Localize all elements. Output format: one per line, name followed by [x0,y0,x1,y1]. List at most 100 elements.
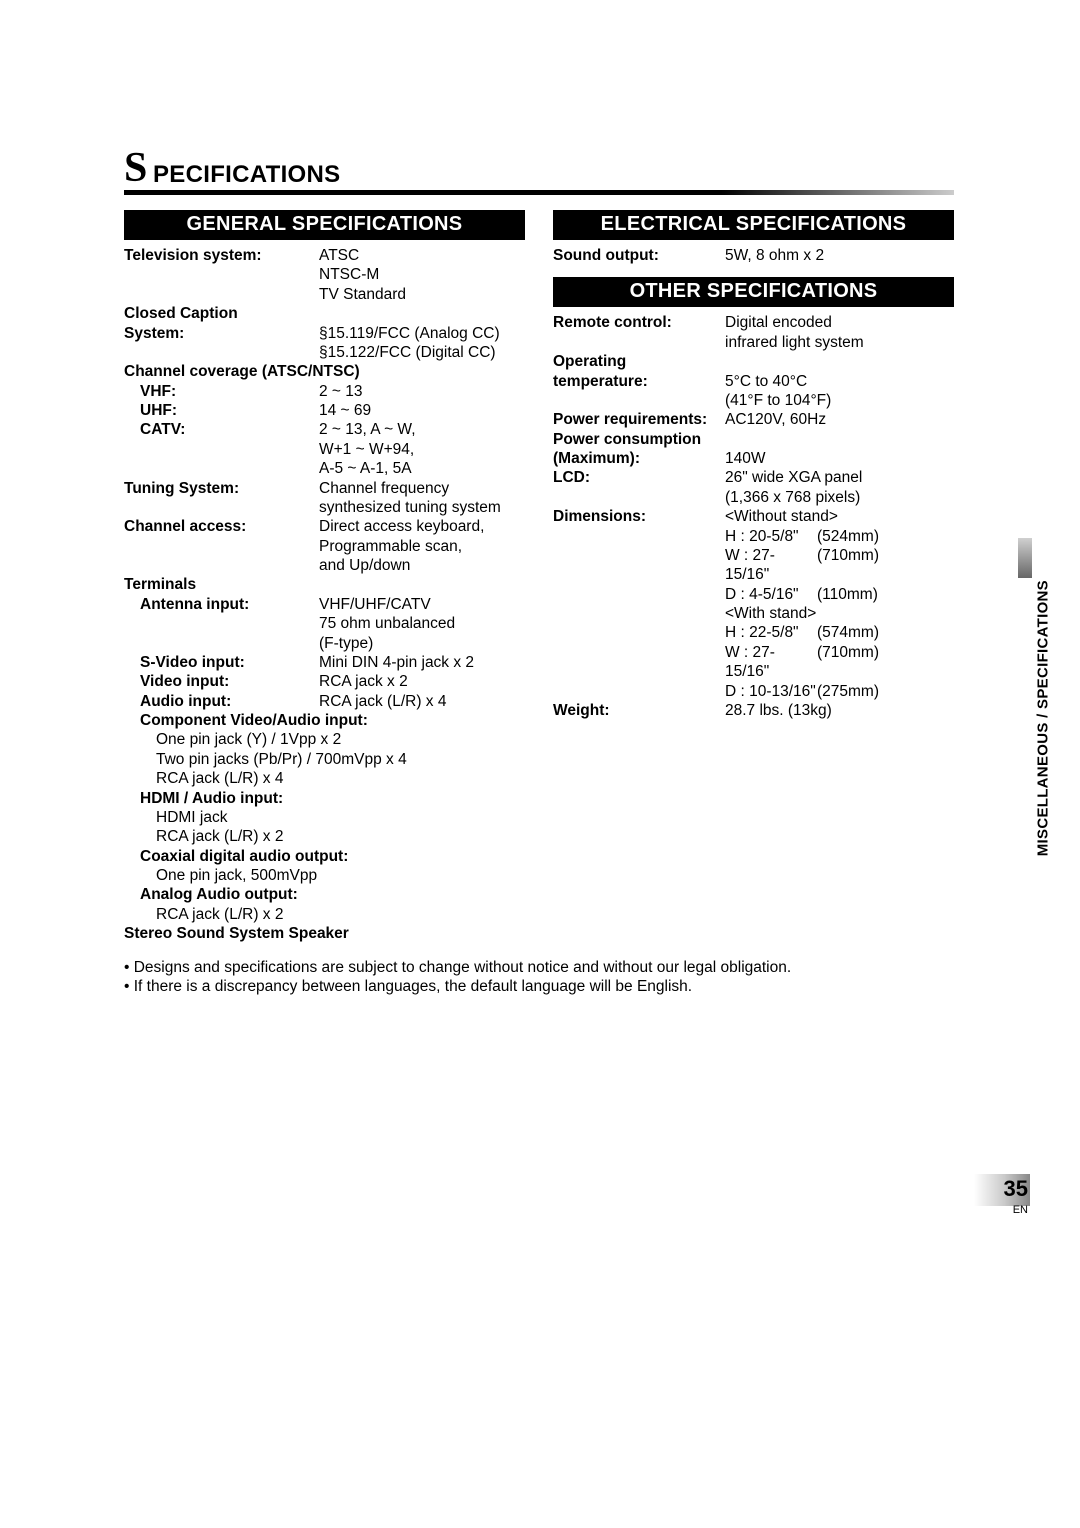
analog-label: Analog Audio output: [124,885,298,904]
dim-d1b: (110mm) [817,585,897,604]
dim-d1a: D : 4-5/16" [725,585,817,604]
catv-v2: W+1 ~ W+94, [319,440,525,459]
lcd-v1: 26" wide XGA panel [725,468,954,487]
tuning-v1: Channel frequency [319,479,525,498]
audio-label: Audio input: [124,692,319,711]
title-rest: PECIFICATIONS [153,161,340,189]
columns: GENERAL SPECIFICATIONS Television system… [124,210,954,944]
weight-label: Weight: [553,701,725,720]
dim-w2a: W : 27-15/16" [725,643,817,682]
tv-system-v3: TV Standard [319,285,525,304]
coax-label: Coaxial digital audio output: [124,847,348,866]
right-column: ELECTRICAL SPECIFICATIONS Sound output:5… [553,210,954,944]
tv-system-label: Television system: [124,246,319,265]
catv-v3: A-5 ~ A-1, 5A [319,459,525,478]
vhf-label: VHF: [124,382,319,401]
optemp-v1: 5°C to 40°C [725,372,954,391]
chcov-label: Channel coverage (ATSC/NTSC) [124,362,360,381]
optemp-v2: (41°F to 104°F) [725,391,954,410]
comp-label: Component Video/Audio input: [124,711,368,730]
section-electrical: ELECTRICAL SPECIFICATIONS [553,210,954,240]
tuning-label: Tuning System: [124,479,319,498]
section-other: OTHER SPECIFICATIONS [553,277,954,307]
sound-label: Sound output: [553,246,725,265]
power-req-v: AC120V, 60Hz [725,410,954,429]
dim-without: <Without stand> [725,507,954,526]
dim-d2b: (275mm) [817,682,897,701]
dim-d2a: D : 10-13/16" [725,682,817,701]
cc-v2: §15.122/FCC (Digital CC) [319,343,525,362]
remote-v2: infrared light system [725,333,954,352]
optemp-label2: temperature: [553,372,725,391]
dim-w1b: (710mm) [817,546,897,585]
chaccess-v3: and Up/down [319,556,525,575]
note-2: • If there is a discrepancy between lang… [124,977,954,997]
terminals-label: Terminals [124,575,196,594]
catv-v1: 2 ~ 13, A ~ W, [319,420,525,439]
title-rule [124,190,954,195]
analog-v: RCA jack (L/R) x 2 [124,905,283,924]
weight-v: 28.7 lbs. (13kg) [725,701,954,720]
video-v: RCA jack x 2 [319,672,525,691]
dim-label: Dimensions: [553,507,725,526]
power-cons-v: 140W [725,449,954,468]
optemp-label1: Operating [553,352,725,371]
tv-system-v1: ATSC [319,246,525,265]
catv-label: CATV: [124,420,319,439]
coax-v: One pin jack, 500mVpp [124,866,317,885]
ant-label: Antenna input: [124,595,319,614]
comp-v3: RCA jack (L/R) x 4 [124,769,283,788]
ant-v2: 75 ohm unbalanced [319,614,525,633]
cc-v1: §15.119/FCC (Analog CC) [319,324,525,343]
comp-v2: Two pin jacks (Pb/Pr) / 700mVpp x 4 [124,750,407,769]
page-content: S PECIFICATIONS GENERAL SPECIFICATIONS T… [124,150,954,997]
comp-v1: One pin jack (Y) / 1Vpp x 2 [124,730,341,749]
title-initial: S [124,144,147,192]
chaccess-v2: Programmable scan, [319,537,525,556]
dim-w1a: W : 27-15/16" [725,546,817,585]
remote-v1: Digital encoded [725,313,954,332]
dim-with: <With stand> [725,604,954,623]
side-tab-gradient [1018,538,1032,578]
side-tab: MISCELLANEOUS / SPECIFICATIONS [1010,538,1032,838]
sound-v: 5W, 8 ohm x 2 [725,246,954,265]
cc-label2: System: [124,324,319,343]
section-general: GENERAL SPECIFICATIONS [124,210,525,240]
dim-h2b: (574mm) [817,623,897,642]
side-tab-text: MISCELLANEOUS / SPECIFICATIONS [1034,580,1051,856]
dim-h1b: (524mm) [817,527,897,546]
page-number-block: 35 EN [974,1174,1030,1216]
page-number: 35 [1004,1176,1030,1201]
page-title: S PECIFICATIONS [124,150,954,198]
vhf-v: 2 ~ 13 [319,382,525,401]
hdmi-v1: HDMI jack [124,808,227,827]
uhf-v: 14 ~ 69 [319,401,525,420]
cc-label1: Closed Caption [124,304,319,323]
tv-system-v2: NTSC-M [319,265,525,284]
chaccess-label: Channel access: [124,517,319,536]
lcd-label: LCD: [553,468,725,487]
dim-h1a: H : 20-5/8" [725,527,817,546]
ant-v3: (F-type) [319,634,525,653]
ant-v1: VHF/UHF/CATV [319,595,525,614]
remote-label: Remote control: [553,313,725,332]
note-1: • Designs and specifications are subject… [124,958,954,978]
video-label: Video input: [124,672,319,691]
tuning-v2: synthesized tuning system [319,498,525,517]
dim-h2a: H : 22-5/8" [725,623,817,642]
uhf-label: UHF: [124,401,319,420]
svideo-label: S-Video input: [124,653,319,672]
hdmi-v2: RCA jack (L/R) x 2 [124,827,283,846]
audio-v: RCA jack (L/R) x 4 [319,692,525,711]
power-cons-label2: (Maximum): [553,449,725,468]
svideo-v: Mini DIN 4-pin jack x 2 [319,653,525,672]
power-req-label: Power requirements: [553,410,725,429]
power-cons-label1: Power consumption [553,430,725,449]
stereo-label: Stereo Sound System Speaker [124,924,349,943]
notes: • Designs and specifications are subject… [124,958,954,998]
dim-w2b: (710mm) [817,643,897,682]
lcd-v2: (1,366 x 768 pixels) [725,488,954,507]
hdmi-label: HDMI / Audio input: [124,789,283,808]
chaccess-v1: Direct access keyboard, [319,517,525,536]
left-column: GENERAL SPECIFICATIONS Television system… [124,210,525,944]
